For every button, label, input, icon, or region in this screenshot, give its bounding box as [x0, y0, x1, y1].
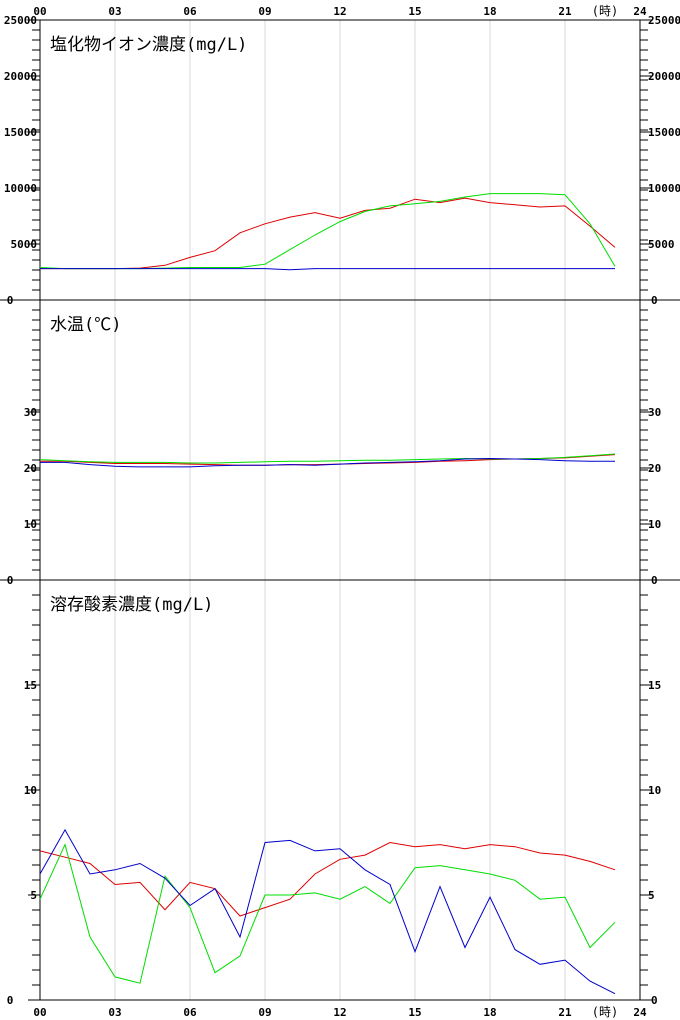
- y-tick-label-left: 25000: [4, 14, 37, 27]
- x-tick-label-bottom: 06: [183, 1006, 197, 1019]
- x-tick-label-bottom: 00: [33, 1006, 46, 1019]
- y-tick-label-left: 5000: [11, 238, 38, 251]
- x-tick-label-bottom: 09: [258, 1006, 271, 1019]
- x-tick-label-top: 24: [633, 5, 647, 18]
- chart-title: 溶存酸素濃度(mg/L): [50, 595, 213, 615]
- series-line-3: [40, 457, 615, 468]
- x-tick-label-top: 15: [408, 5, 421, 18]
- x-tick-label-top: 21: [558, 5, 572, 18]
- series-line-2: [39, 453, 616, 464]
- series-line-3: [39, 828, 616, 995]
- x-tick-label-bottom: 12: [333, 1006, 346, 1019]
- x-tick-label-top: 06: [183, 5, 197, 18]
- x-tick-label-top: 09: [258, 5, 271, 18]
- x-tick-label-top: 18: [483, 5, 496, 18]
- series-line-1: [40, 197, 616, 270]
- y-tick-label-right: 20: [648, 462, 661, 475]
- x-tick-label-top: 12: [333, 5, 346, 18]
- y-tick-label-left: 15000: [4, 126, 37, 139]
- y-tick-label-left: 10000: [4, 182, 37, 195]
- y-tick-label-right: 5000: [648, 238, 675, 251]
- y-tick-label-right: 0: [651, 994, 658, 1007]
- series-line-3: [40, 268, 615, 271]
- y-tick-label-left: 0: [7, 994, 14, 1007]
- x-tick-label-bottom: 21: [558, 1006, 572, 1019]
- y-tick-label-right: 10: [648, 784, 661, 797]
- series-line-1: [39, 841, 616, 917]
- chart-title: 水温(℃): [50, 315, 121, 335]
- x-tick-label-bottom: 18: [483, 1006, 496, 1019]
- x-tick-label-top: 03: [108, 5, 121, 18]
- y-tick-label-right: 20000: [648, 70, 680, 83]
- y-tick-label-right: 10000: [648, 182, 680, 195]
- y-tick-label-right: 15: [648, 679, 661, 692]
- y-tick-label-right: 25000: [648, 14, 680, 27]
- y-tick-label-right: 10: [648, 518, 661, 531]
- series-line-1: [40, 454, 616, 466]
- y-tick-label-left: 20000: [4, 70, 37, 83]
- x-tick-label-top: 00: [33, 5, 46, 18]
- x-tick-label-bottom: 24: [633, 1006, 647, 1019]
- x-axis-unit-bottom: (時): [592, 1005, 618, 1019]
- chart-title: 塩化物イオン濃度(mg/L): [50, 35, 247, 55]
- x-axis-unit-top: (時): [592, 4, 618, 18]
- y-tick-label-right: 15000: [648, 126, 680, 139]
- y-tick-label-right: 30: [648, 406, 661, 419]
- series-line-2: [39, 843, 616, 984]
- x-tick-label-bottom: 15: [408, 1006, 421, 1019]
- x-tick-label-bottom: 03: [108, 1006, 121, 1019]
- series-line-2: [39, 193, 616, 270]
